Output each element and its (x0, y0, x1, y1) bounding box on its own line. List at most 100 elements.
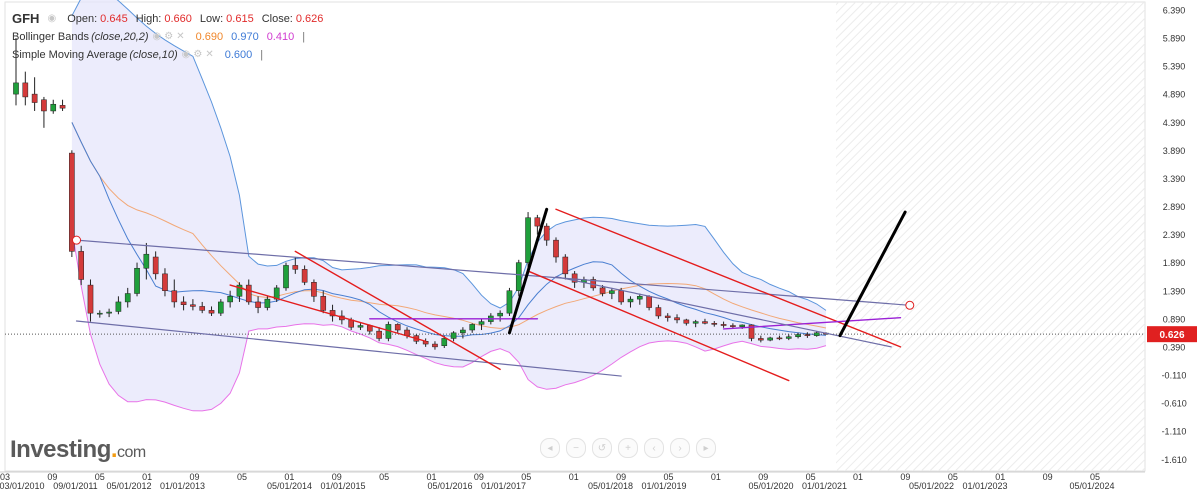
candle-body (618, 290, 624, 303)
candle-body (78, 251, 84, 280)
candle-body (199, 306, 206, 311)
low-label: Low: (199, 13, 224, 25)
candle-body (357, 325, 364, 328)
x-tick-label: 05 (1090, 472, 1100, 482)
x-tick-label: 09 (190, 472, 200, 482)
candle-body (785, 336, 792, 339)
x-tick-label: 01 (569, 472, 579, 482)
x-tick-label: 01 (284, 472, 294, 482)
candle-body (571, 273, 578, 283)
candle-body (599, 287, 606, 294)
bollinger-name: Bollinger Bands (12, 31, 90, 43)
candle-body (636, 296, 643, 300)
y-tick-label: -1.610 (1161, 455, 1187, 465)
x-date-label: 05/01/2018 (588, 481, 633, 491)
black-breakout-line-1 (507, 207, 549, 335)
red-channel-2-lower (527, 270, 790, 382)
y-tick-label: -1.110 (1162, 427, 1187, 437)
x-tick-label: 05 (521, 472, 531, 482)
candle-body (320, 296, 327, 311)
candle-body (301, 269, 308, 283)
x-tick-label: 05 (663, 472, 673, 482)
x-tick-label: 09 (758, 472, 768, 482)
candle-body (664, 315, 671, 318)
candle-body (767, 337, 773, 341)
trendline-anchor (905, 300, 915, 310)
candle-body (50, 103, 57, 112)
candle-body (497, 312, 503, 317)
candle-body (59, 105, 66, 109)
candle-body (562, 256, 569, 275)
last-price-badge-text: 0.626 (1159, 330, 1184, 341)
scroll-right-icon[interactable]: › (670, 438, 690, 458)
candle-body (31, 93, 38, 103)
candle-body (432, 343, 438, 348)
grey-channel-lower (555, 276, 892, 348)
candle-body (609, 290, 615, 294)
x-tick-label: 09 (47, 472, 57, 482)
candle-body (264, 298, 271, 308)
bollinger-row: Bollinger Bands (close,20,2) ◉⚙✕ 0.690 0… (12, 28, 323, 46)
candle-body (69, 152, 75, 252)
bollinger-upper-value: 0.970 (231, 31, 259, 43)
close-value: 0.626 (295, 13, 324, 25)
red-channel-2-upper (555, 208, 902, 348)
y-tick-label: 4.890 (1163, 90, 1186, 100)
sma-separator: | (260, 49, 264, 61)
y-tick-label: -0.110 (1162, 371, 1187, 381)
ticker-symbol: GFH (12, 11, 40, 26)
candle-body (450, 332, 457, 339)
low-value: 0.615 (226, 13, 254, 25)
candle-body (758, 338, 764, 341)
high-label: High: (135, 13, 162, 25)
candle-body (534, 217, 541, 227)
red-channel-1-upper (294, 250, 501, 371)
purple-support-2 (722, 316, 902, 330)
candle-body (553, 239, 559, 258)
candle-body (655, 307, 662, 317)
x-tick-label: 03 (0, 472, 10, 482)
x-date-label: 05/01/2014 (267, 481, 312, 491)
y-tick-label: 4.390 (1163, 118, 1186, 128)
scroll-left-icon[interactable]: ‹ (644, 438, 664, 458)
candle-body (506, 290, 513, 314)
candle-body (711, 323, 718, 325)
y-tick-label: 5.390 (1163, 62, 1186, 72)
candle-body (460, 329, 466, 334)
x-date-label: 09/01/2011 (53, 481, 97, 491)
x-tick-label: 05 (237, 472, 247, 482)
candle-body (720, 324, 727, 326)
y-tick-label: 5.890 (1163, 34, 1186, 44)
open-label: Open: (67, 13, 98, 25)
sma-settings-icon[interactable]: ◉⚙✕ (181, 49, 217, 60)
bollinger-params: (close,20,2) (91, 31, 149, 43)
candle-body (152, 256, 159, 275)
indicator-settings-icon[interactable]: ◉⚙✕ (152, 31, 188, 42)
x-tick-label: 05 (948, 472, 958, 482)
candle-body (748, 324, 755, 339)
candle-body (171, 290, 178, 303)
candle-body (180, 301, 187, 305)
sma-params: (close,10) (129, 49, 178, 61)
x-tick-label: 09 (1043, 472, 1053, 482)
zoom-out-icon[interactable]: − (566, 438, 586, 458)
open-value: 0.645 (100, 13, 128, 25)
visibility-eye-icon[interactable]: ◉ (47, 13, 60, 24)
logo-text: Investing (10, 436, 111, 463)
x-tick-label: 09 (332, 472, 342, 482)
x-date-label: 03/01/2010 (0, 481, 45, 491)
arrow-left-icon[interactable]: ◂ (540, 438, 560, 458)
x-date-label: 05/01/2020 (748, 481, 793, 491)
grey-trendline-lower (75, 320, 622, 377)
candle-body (543, 225, 550, 241)
x-tick-label: 09 (616, 472, 626, 482)
reset-icon[interactable]: ↺ (592, 438, 612, 458)
candle-body (22, 82, 29, 98)
investing-logo[interactable]: Investing.com (10, 436, 146, 464)
arrow-right-icon[interactable]: ▸ (696, 438, 716, 458)
zoom-in-icon[interactable]: + (618, 438, 638, 458)
x-tick-label: 01 (142, 472, 152, 482)
candle-body (730, 325, 736, 327)
